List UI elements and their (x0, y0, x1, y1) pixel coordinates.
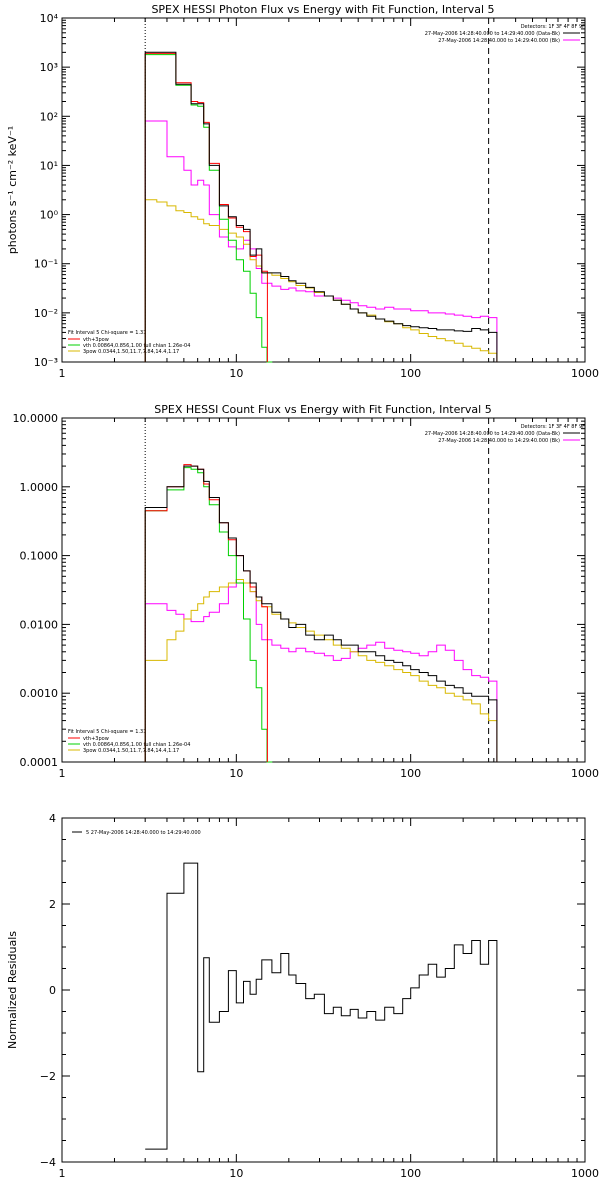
series-background (144, 120, 498, 362)
legend-top-entry-bk: 27-May-2006 14:28:40.000 to 14:29:40.000… (438, 438, 560, 444)
y-tick-label: 1.0000 (20, 481, 59, 494)
x-tick-label: 10 (229, 1167, 243, 1180)
series-total (144, 52, 268, 362)
series-total (144, 464, 268, 762)
x-tick-label: 1000 (571, 367, 599, 380)
y-tick-label: 10⁰ (40, 209, 59, 222)
x-tick-label: 1 (59, 1167, 66, 1180)
legend-top-title: Detectors: 1F 3F 4F 8F 9F (521, 24, 585, 30)
x-tick-label: 1 (59, 367, 66, 380)
legend-bottom-entry-total: vth+3pow (83, 337, 109, 343)
y-tick-label: 10² (40, 110, 58, 123)
legend-bottom-entry-thermal: vth 0.00864,0.856,1.00 full chian 1.26e-… (83, 742, 190, 748)
plot-frame (61, 17, 586, 363)
y-tick-label: 0 (49, 984, 56, 997)
series-data (144, 51, 498, 362)
photon-flux-title: SPEX HESSI Photon Flux vs Energy with Fi… (151, 3, 494, 16)
legend-bottom-entry-powerlaw: 3pow 0.0344,1.50,11.7,7.84,14.4,1.17 (83, 349, 179, 355)
y-tick-label: 10³ (40, 61, 58, 74)
legend-top-title: Detectors: 1F 3F 4F 8F 9F (521, 424, 585, 430)
photon-flux-panel: SPEX HESSI Photon Flux vs Energy with Fi… (6, 3, 599, 380)
y-tick-label: 10.0000 (13, 412, 59, 425)
x-tick-label: 1000 (571, 767, 599, 780)
series-thermal (144, 467, 273, 763)
y-tick-label: 10⁴ (40, 12, 59, 25)
x-tick-label: 10 (229, 767, 243, 780)
series-powerlaw (144, 579, 498, 762)
series-thermal (144, 54, 273, 363)
y-tick-label: 10¹ (40, 159, 58, 172)
y-tick-label: 10⁻³ (34, 356, 58, 369)
legend-bottom-title: Fit Interval 5 Chi-square = 1.31 (68, 729, 146, 735)
x-tick-label: 100 (400, 1167, 421, 1180)
legend-top-entry-data: 27-May-2006 14:28:40.000 to 14:29:40.000… (425, 31, 560, 37)
y-tick-label: 0.0100 (20, 618, 59, 631)
plot-frame (61, 817, 586, 1163)
y-tick-label: 10⁻² (34, 307, 58, 320)
y-tick-label: 4 (49, 812, 56, 825)
series-data (144, 465, 498, 762)
legend-top-entry-data: 27-May-2006 14:28:40.000 to 14:29:40.000… (425, 431, 560, 437)
x-tick-label: 1 (59, 767, 66, 780)
legend-bottom-entry-powerlaw: 3pow 0.0344,1.50,11.7,7.84,14.4,1.17 (83, 748, 179, 754)
series-background (144, 579, 498, 762)
x-tick-label: 10 (229, 367, 243, 380)
y-tick-label: 10⁻¹ (34, 258, 58, 271)
x-tick-label: 100 (400, 767, 421, 780)
photon-flux-ylabel: photons s⁻¹ cm⁻² keV⁻¹ (6, 126, 19, 254)
x-tick-label: 100 (400, 367, 421, 380)
count-flux-title: SPEX HESSI Count Flux vs Energy with Fit… (154, 403, 491, 416)
plot-frame (61, 417, 586, 763)
y-tick-label: −2 (40, 1070, 56, 1083)
series-data (145, 862, 498, 1162)
y-tick-label: −4 (40, 1156, 56, 1169)
count-flux-panel: SPEX HESSI Count Flux vs Energy with Fit… (13, 403, 600, 780)
legend-bottom-title: Fit Interval 5 Chi-square = 1.31 (68, 330, 146, 336)
legend-top-entry-bk: 27-May-2006 14:28:40.000 to 14:29:40.000… (438, 38, 560, 44)
x-tick-label: 1000 (571, 1167, 599, 1180)
y-tick-label: 0.0001 (20, 756, 59, 769)
y-tick-label: 2 (49, 898, 56, 911)
legend-bottom-entry-thermal: vth 0.00864,0.856,1.00 full chian 1.26e-… (83, 343, 190, 349)
y-tick-label: 0.0010 (20, 687, 59, 700)
y-tick-label: 0.1000 (20, 550, 59, 563)
residuals-panel: Normalized Residuals 5 27-May-2006 14:28… (6, 812, 599, 1180)
legend-bottom-entry-total: vth+3pow (83, 736, 109, 742)
series-powerlaw (144, 199, 498, 362)
residuals-ylabel: Normalized Residuals (6, 931, 19, 1049)
legend-residuals-entry: 5 27-May-2006 14:28:40.000 to 14:29:40.0… (86, 830, 201, 836)
